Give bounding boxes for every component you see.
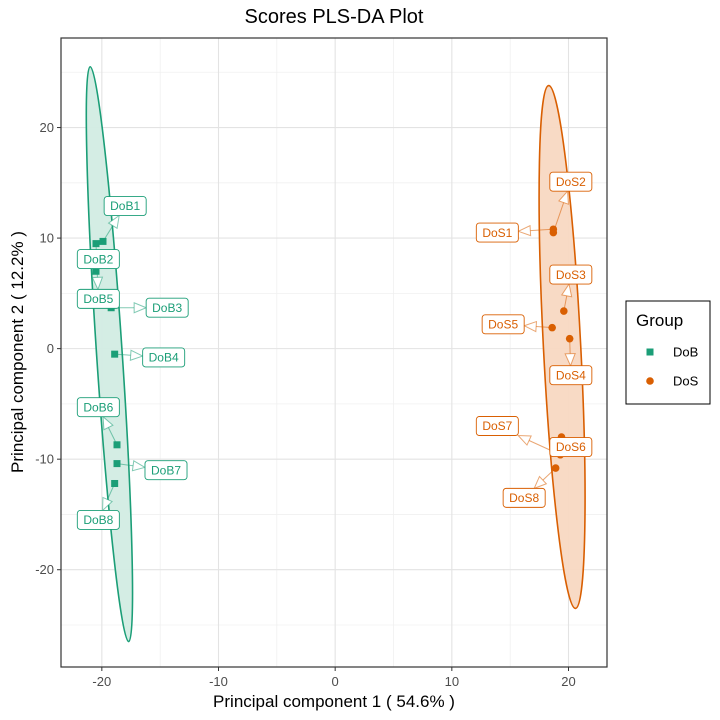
point-label-box-dos6: [549, 437, 593, 457]
point-dob5: [92, 240, 100, 248]
point-label-dob5: DoB5: [83, 292, 113, 306]
point-label-box-dob8: [76, 510, 120, 530]
y-tick-label: 0: [47, 341, 54, 356]
leader-arrow: [558, 189, 569, 205]
confidence-ellipses: [85, 65, 586, 643]
point-label-box-dos5: [481, 314, 525, 335]
point-label-dos2: DoS2: [556, 175, 586, 189]
point-label-dob3: DoB3: [152, 301, 182, 315]
point-dob1: [99, 237, 107, 245]
point-label-box-dob2: [76, 249, 120, 270]
point-dob2: [92, 267, 100, 275]
point-label-box-dob5: [76, 288, 120, 309]
point-label-dob7: DoB7: [151, 463, 181, 477]
x-tick-label: 10: [445, 674, 459, 689]
point-label-box-dob6: [76, 397, 120, 418]
legend-title: Group: [636, 311, 683, 330]
y-tick-label: 10: [40, 231, 54, 246]
label-leaders: [91, 189, 576, 512]
leader-arrow: [131, 460, 147, 472]
point-labels: DoB1 DoB2 DoB3 DoB4 DoB5 DoB6 DoB7 DoB8 DoS1 DoS2…: [76, 171, 593, 530]
leader-arrow: [564, 352, 576, 367]
point-label-dob8: DoB8: [83, 513, 113, 527]
legend-key-dos: [646, 377, 654, 385]
leader-arrow: [102, 415, 114, 431]
point-label-box-dob4: [142, 347, 186, 368]
point-label-dos4: DoS4: [556, 368, 586, 382]
point-label-dob1: DoB1: [110, 199, 140, 213]
point-label-box-dob3: [145, 297, 189, 318]
leader-line: [107, 427, 117, 443]
point-dos2: [549, 228, 558, 237]
point-dos8: [551, 464, 560, 472]
point-label-dos6: DoS6: [556, 440, 586, 454]
dob-ellipse: [85, 65, 134, 643]
leader-arrow: [516, 434, 532, 446]
point-label-dob4: DoB4: [149, 351, 179, 365]
point-label-dos1: DoS1: [482, 226, 512, 240]
leader-arrow: [102, 496, 113, 512]
x-axis-title: Principal component 1 ( 54.6% ): [213, 692, 455, 711]
x-tick-label: 0: [332, 674, 339, 689]
point-label-dos5: DoS5: [488, 318, 518, 332]
leader-line: [536, 326, 550, 328]
legend: Group DoB DoS: [625, 300, 711, 405]
leader-arrow: [561, 282, 573, 298]
point-label-box-dos1: [475, 222, 519, 243]
leader-line: [542, 469, 554, 481]
x-tick-label: -10: [209, 674, 228, 689]
point-dob7: [113, 460, 121, 468]
leader-arrow: [107, 214, 120, 230]
leader-line: [530, 228, 551, 232]
x-tick-label: -20: [92, 674, 111, 689]
leader-line: [117, 353, 131, 356]
point-label-dos3: DoS3: [556, 268, 586, 282]
leader-line: [563, 295, 568, 309]
point-dob6: [113, 441, 121, 449]
point-label-box-dos8: [502, 487, 546, 508]
leader-arrow: [91, 276, 104, 291]
leader-arrow: [522, 320, 538, 333]
x-axis-ticks: -20 -10 0 10 20: [92, 667, 576, 689]
point-label-dob2: DoB2: [83, 252, 113, 266]
point-label-box-dob7: [144, 460, 188, 481]
point-dos3: [560, 307, 568, 315]
legend-box: [625, 300, 711, 405]
leader-arrow: [129, 349, 144, 361]
point-dob8: [111, 479, 119, 487]
point-label-box-dos3: [549, 264, 593, 285]
y-tick-label: 20: [40, 120, 54, 135]
point-label-dos7: DoS7: [482, 419, 512, 433]
leader-line: [553, 202, 565, 230]
chart-title: Scores PLS-DA Plot: [245, 6, 424, 28]
point-label-dob6: DoB6: [83, 400, 113, 414]
point-label-dos8: DoS8: [509, 491, 539, 505]
leader-line: [119, 463, 134, 467]
point-label-box-dob1: [103, 196, 147, 216]
y-tick-label: -20: [35, 562, 54, 577]
y-tick-label: -10: [35, 452, 54, 467]
point-label-box-dos4: [549, 365, 593, 386]
leader-line: [107, 486, 114, 500]
leader-arrow: [133, 301, 148, 314]
y-axis-title: Principal component 2 ( 12.2% ): [8, 231, 27, 473]
point-dos5: [548, 323, 556, 332]
legend-label-dos: DoS: [673, 374, 699, 389]
dos-ellipse: [538, 84, 586, 610]
legend-key-dob: [646, 348, 654, 356]
y-axis-ticks: -20 -10 0 10 20: [35, 120, 61, 577]
point-label-box-dos2: [549, 171, 593, 192]
point-label-box-dos7: [475, 416, 519, 436]
x-tick-label: 20: [561, 674, 575, 689]
leader-arrow: [517, 224, 532, 237]
legend-label-dob: DoB: [673, 345, 698, 360]
plot-border: [60, 37, 608, 668]
point-dob4: [111, 350, 119, 358]
leader-arrow: [533, 475, 548, 490]
point-dos4: [565, 334, 574, 343]
leader-line: [104, 225, 114, 240]
